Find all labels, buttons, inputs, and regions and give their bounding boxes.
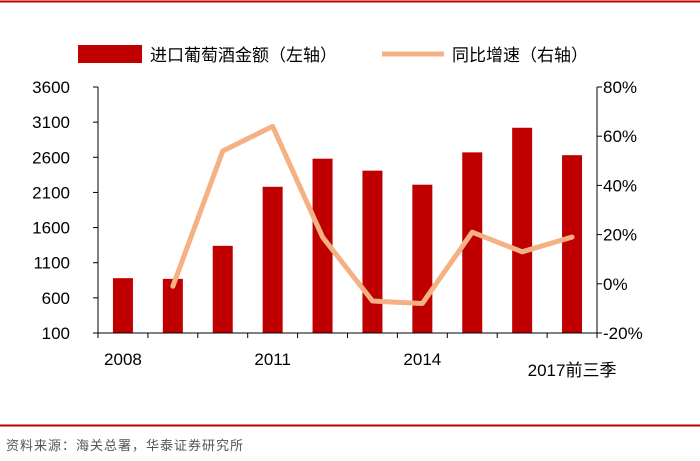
x-tick-label: 2017前三季 [528, 361, 617, 380]
bar-2012 [312, 158, 333, 333]
y-right-tick-label: 20% [603, 226, 637, 245]
x-tick-label: 2014 [403, 350, 441, 369]
bar-2008 [112, 278, 133, 333]
y-left-tick-label: 100 [42, 324, 70, 343]
source-note: 资料来源：海关总署，华泰证券研究所 [6, 439, 245, 454]
legend: 进口葡萄酒金额（左轴） 同比增速（右轴） [78, 45, 588, 66]
bar-2013 [362, 170, 383, 333]
y-left-tick-label: 1100 [33, 254, 70, 273]
y-left-tick-label: 1600 [32, 219, 70, 238]
y-right-tick-label: 60% [603, 127, 637, 146]
y-right-tick-label: 0% [603, 275, 628, 294]
y-right-tick-label: 80% [603, 78, 637, 97]
bar-2015 [462, 152, 483, 333]
bar-2016 [512, 127, 533, 333]
y-left-tick-label: 2600 [32, 148, 70, 167]
y-right-tick-label: 40% [603, 176, 637, 195]
legend-bar-swatch [78, 45, 142, 63]
bar-2010 [212, 245, 233, 333]
y-left-tick-label: 3100 [32, 113, 70, 132]
legend-line-label: 同比增速（右轴） [452, 46, 588, 66]
bar-2011 [262, 186, 283, 333]
legend-bar-label: 进口葡萄酒金额（左轴） [150, 46, 337, 66]
bar-2017前三季 [562, 155, 583, 333]
bar-2009 [162, 278, 183, 333]
y-left-tick-label: 2100 [32, 183, 70, 202]
y-left-tick-label: 3600 [32, 78, 70, 97]
y-right-tick-label: -20% [603, 324, 643, 343]
x-tick-label: 2008 [104, 350, 142, 369]
y-left-tick-label: 600 [42, 289, 70, 308]
plot-area: 100 600 1100 1600 2100 2600 3100 3600 -20% 0% 20% 4… [32, 78, 643, 380]
bar-2014 [412, 184, 433, 333]
x-tick-label: 2011 [254, 350, 291, 369]
